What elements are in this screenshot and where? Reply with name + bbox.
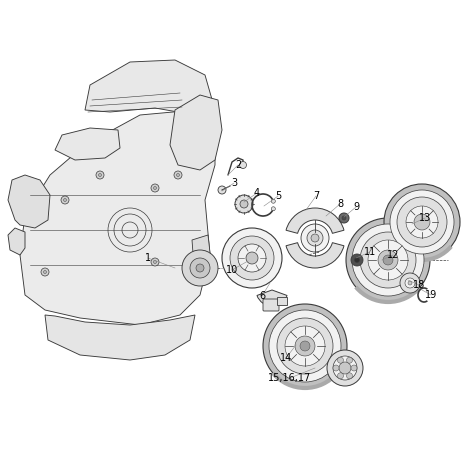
Circle shape [285, 326, 325, 366]
Circle shape [337, 357, 344, 363]
Circle shape [339, 213, 349, 223]
Circle shape [383, 255, 393, 265]
Text: 18: 18 [413, 280, 425, 290]
Polygon shape [8, 228, 25, 255]
Text: 3: 3 [231, 178, 237, 188]
Circle shape [235, 195, 253, 213]
Circle shape [269, 310, 341, 382]
Circle shape [406, 206, 438, 238]
Circle shape [190, 258, 210, 278]
Circle shape [271, 207, 275, 211]
Circle shape [96, 171, 104, 179]
Polygon shape [45, 315, 195, 360]
Circle shape [368, 240, 408, 280]
Circle shape [44, 271, 46, 273]
Circle shape [41, 268, 49, 276]
Circle shape [327, 350, 363, 386]
Circle shape [61, 196, 69, 204]
Circle shape [414, 214, 430, 230]
Circle shape [346, 373, 353, 379]
Circle shape [301, 224, 329, 252]
Circle shape [182, 250, 218, 286]
Circle shape [246, 252, 258, 264]
Circle shape [151, 184, 159, 192]
Circle shape [271, 199, 275, 203]
Circle shape [222, 228, 282, 288]
Text: 10: 10 [226, 265, 238, 275]
Circle shape [176, 173, 180, 176]
Circle shape [300, 341, 310, 351]
Circle shape [311, 234, 319, 242]
Circle shape [384, 184, 460, 260]
Text: 5: 5 [275, 191, 281, 201]
Polygon shape [192, 235, 212, 280]
Circle shape [239, 162, 246, 168]
Text: 2: 2 [235, 160, 241, 170]
Wedge shape [286, 208, 344, 233]
Circle shape [360, 232, 416, 288]
Text: 8: 8 [337, 199, 343, 209]
Circle shape [390, 190, 454, 254]
Polygon shape [85, 60, 215, 115]
Circle shape [174, 171, 182, 179]
Text: 11: 11 [364, 247, 376, 257]
Circle shape [64, 199, 66, 201]
Circle shape [339, 362, 351, 374]
Circle shape [99, 173, 101, 176]
Circle shape [397, 197, 447, 247]
Text: 9: 9 [353, 202, 359, 212]
Circle shape [351, 254, 363, 266]
FancyBboxPatch shape [263, 299, 279, 311]
Circle shape [378, 250, 398, 270]
Circle shape [333, 356, 357, 380]
Text: 6: 6 [259, 291, 265, 301]
Polygon shape [20, 110, 215, 325]
Wedge shape [286, 243, 344, 268]
Text: 13: 13 [419, 213, 431, 223]
Text: 1: 1 [145, 253, 151, 263]
Circle shape [333, 365, 339, 371]
Circle shape [346, 357, 353, 363]
Circle shape [238, 244, 266, 272]
Circle shape [218, 186, 226, 194]
Text: 15,16,17: 15,16,17 [268, 373, 311, 383]
Text: 12: 12 [387, 250, 399, 260]
Wedge shape [257, 290, 287, 306]
Circle shape [263, 304, 347, 388]
Circle shape [277, 318, 333, 374]
Circle shape [352, 224, 424, 296]
Circle shape [342, 216, 346, 220]
Circle shape [154, 261, 156, 264]
Circle shape [355, 257, 359, 263]
Circle shape [346, 218, 430, 302]
Circle shape [295, 336, 315, 356]
Circle shape [405, 278, 415, 288]
Circle shape [400, 273, 420, 293]
Text: 19: 19 [425, 290, 437, 300]
Circle shape [240, 200, 248, 208]
Text: 7: 7 [313, 191, 319, 201]
Bar [277, 297, 287, 305]
Circle shape [307, 230, 323, 246]
Circle shape [151, 258, 159, 266]
Polygon shape [8, 175, 50, 228]
Polygon shape [55, 128, 120, 160]
Circle shape [337, 373, 344, 379]
Circle shape [230, 236, 274, 280]
Circle shape [154, 186, 156, 190]
Polygon shape [170, 95, 222, 170]
Circle shape [408, 281, 412, 285]
Circle shape [196, 264, 204, 272]
Text: 4: 4 [254, 188, 260, 198]
Text: 14: 14 [280, 353, 292, 363]
Circle shape [351, 365, 357, 371]
